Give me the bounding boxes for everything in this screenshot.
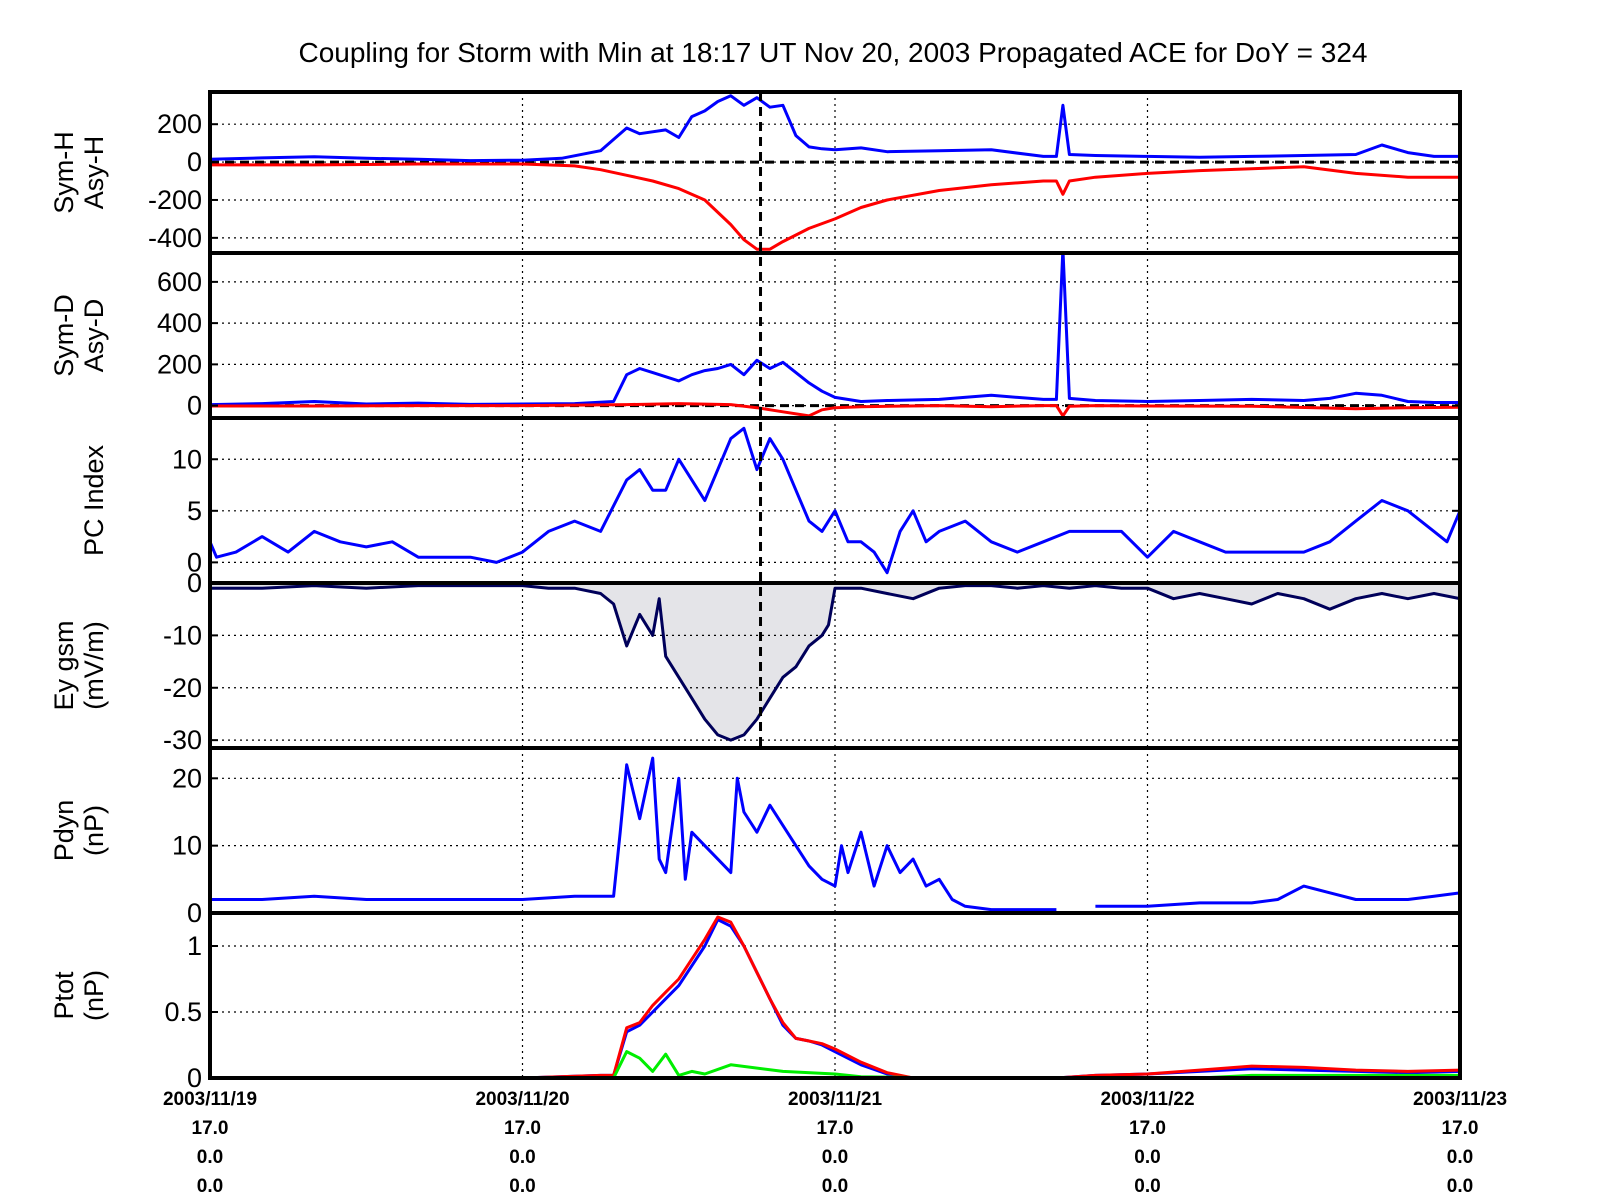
x-tick-label: 0.0 (822, 1147, 848, 1168)
y-tick-label: 0 (187, 547, 202, 577)
x-tick-label: 0.0 (197, 1147, 223, 1168)
y-axis-label-ptot: Ptot (nP) (49, 970, 109, 1021)
x-tick-label: 17.0 (817, 1118, 854, 1139)
panel-pc: 10 5 0 PC Index (79, 416, 1462, 585)
series-line-ptot-2 (210, 1050, 1460, 1078)
y-axis-label-line: Pdyn (49, 800, 79, 862)
x-tick-label: 0.0 (197, 1176, 223, 1197)
y-axis-label-line: Ey gsm (49, 620, 79, 710)
y-axis-label-symd: Sym-D Asy-D (49, 294, 109, 377)
y-axis-label-line: Sym-D (49, 294, 79, 377)
x-tick-label: 17.0 (192, 1118, 229, 1139)
y-tick-label: 5 (187, 496, 202, 526)
y-tick-label: -20 (163, 673, 202, 703)
y-axis-label-symh: Sym-H Asy-H (49, 131, 109, 214)
y-tick-label: 10 (172, 831, 202, 861)
series-line-symh-1 (210, 162, 1460, 251)
panel-symh: 200 0 -200 -400 Sym-H Asy-H (49, 90, 1462, 255)
series-line-pc-0 (210, 426, 1460, 575)
y-tick-label: 400 (157, 308, 202, 338)
y-axis-label-pdyn: Pdyn (nP) (49, 800, 109, 862)
y-tick-label: 0 (187, 1063, 202, 1093)
x-tick-label: 2003/11/22 (1100, 1089, 1194, 1110)
y-tick-label: 600 (157, 267, 202, 297)
y-tick-label: -200 (148, 185, 202, 215)
x-axis-labels: 2003/11/19 17.0 0.0 0.0 2003/11/20 17.0 0.0 0.0… (163, 1089, 1507, 1197)
series-line-pdyn-1 (1095, 884, 1460, 908)
y-tick-label: 0 (187, 568, 202, 598)
y-tick-label: -30 (163, 725, 202, 755)
y-tick-label: 20 (172, 763, 202, 793)
y-axis-label-line: (mV/m) (79, 621, 109, 709)
y-axis-label-line: Asy-D (79, 299, 109, 373)
series-line-symd-1 (210, 402, 1460, 418)
y-tick-label: 0 (187, 898, 202, 928)
x-tick-label: 0.0 (1447, 1176, 1473, 1197)
x-tick-label: 0.0 (1134, 1176, 1160, 1197)
x-tick-label: 2003/11/19 (163, 1089, 257, 1110)
series-line-symh-0 (210, 94, 1460, 163)
panel-frame (208, 911, 1462, 1080)
x-tick-label: 0.0 (1134, 1147, 1160, 1168)
y-tick-label: 200 (157, 349, 202, 379)
x-tick-label: 2003/11/20 (475, 1089, 569, 1110)
series-line-symd-0 (210, 253, 1460, 407)
y-axis-label-line: Ptot (49, 971, 79, 1020)
x-tick-label: 17.0 (1442, 1118, 1479, 1139)
panel-pdyn: 20 10 0 Pdyn (nP) (49, 746, 1462, 928)
x-tick-label: 0.0 (1447, 1147, 1473, 1168)
x-tick-label: 0.0 (509, 1147, 535, 1168)
x-tick-label: 0.0 (822, 1176, 848, 1197)
y-axis-label-pc: PC Index (79, 444, 109, 556)
y-tick-label: 200 (157, 109, 202, 139)
y-tick-label: 10 (172, 444, 202, 474)
chart-title: Coupling for Storm with Min at 18:17 UT … (298, 37, 1367, 68)
panel-ptot: 1 0.5 0 Ptot (nP) (49, 911, 1462, 1093)
y-axis-label-line: Asy-H (79, 136, 109, 210)
y-axis-label-line: (nP) (79, 970, 109, 1021)
y-tick-label: 1 (187, 931, 202, 961)
y-tick-label: -10 (163, 620, 202, 650)
x-tick-label: 2003/11/23 (1413, 1089, 1507, 1110)
y-tick-label: 0 (187, 391, 202, 421)
y-axis-label-line: PC Index (79, 444, 109, 556)
series-line-pdyn-0 (210, 756, 1057, 912)
series-line-ptot-1 (210, 915, 1460, 1078)
panel-symd: 600 400 200 0 Sym-D Asy-D (49, 251, 1462, 421)
y-tick-label: 0.5 (164, 997, 202, 1027)
y-tick-label: -400 (148, 223, 202, 253)
y-tick-label: 0 (187, 147, 202, 177)
x-tick-label: 17.0 (504, 1118, 541, 1139)
x-tick-label: 0.0 (509, 1176, 535, 1197)
y-axis-label-ey: Ey gsm (mV/m) (49, 620, 109, 710)
y-axis-label-line: (nP) (79, 805, 109, 856)
ey-fill (210, 583, 1460, 741)
y-axis-label-line: Sym-H (49, 131, 79, 214)
x-tick-label: 17.0 (1129, 1118, 1166, 1139)
x-tick-label: 2003/11/21 (788, 1089, 882, 1110)
series-line-ey-0 (210, 584, 1460, 742)
panel-ey: 0 -10 -20 -30 Ey gsm (mV/m) (49, 568, 1462, 755)
